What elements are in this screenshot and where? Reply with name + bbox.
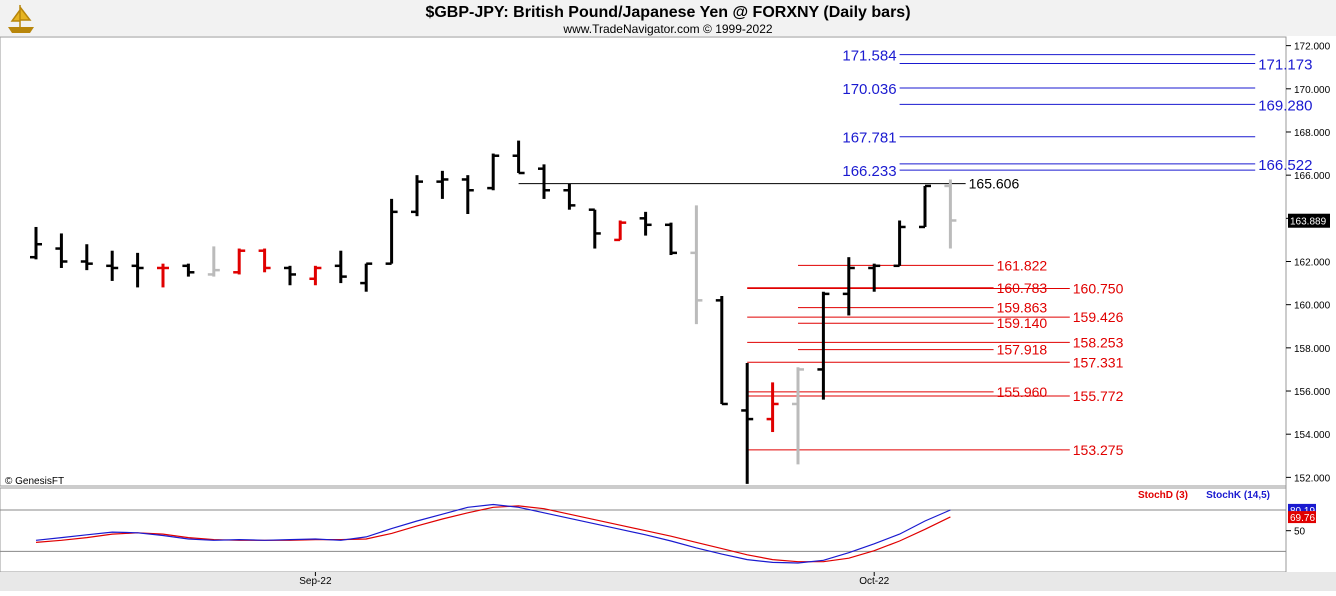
ohlc-bar xyxy=(30,226,42,260)
ohlc-bar xyxy=(588,208,601,249)
level-label: 159.863 xyxy=(997,300,1048,316)
ohlc-bar xyxy=(639,211,652,236)
ohlc-bar xyxy=(436,170,449,199)
stoch-tick-label: 50 xyxy=(1294,527,1306,538)
level-label: 157.331 xyxy=(1073,354,1124,370)
ohlc-bar xyxy=(284,265,296,286)
stoch-d-line xyxy=(35,505,951,563)
x-axis: Sep-22 Oct-22 xyxy=(299,572,890,587)
y-tick-label: 162.000 xyxy=(1294,258,1331,269)
x-tick-label: Sep-22 xyxy=(299,576,332,587)
level-label: 170.036 xyxy=(842,81,896,98)
level-label: 159.140 xyxy=(997,315,1048,331)
ohlc-bar xyxy=(309,265,322,286)
ohlc-bar xyxy=(487,153,500,191)
ohlc-bar xyxy=(665,222,677,256)
ohlc-bar xyxy=(766,382,779,433)
bars-layer xyxy=(30,140,957,484)
ohlc-bar xyxy=(106,250,119,281)
ohlc-bar xyxy=(207,246,220,277)
y-tick-label: 156.000 xyxy=(1294,387,1331,398)
ohlc-bar xyxy=(741,362,754,484)
ohlc-bar xyxy=(690,205,703,325)
y-tick-label: 154.000 xyxy=(1294,430,1331,441)
level-label: 155.960 xyxy=(997,384,1048,400)
level-label: 167.781 xyxy=(842,130,896,147)
level-label: 171.173 xyxy=(1258,56,1312,73)
ohlc-bar xyxy=(715,296,728,406)
y-tick-label: 172.000 xyxy=(1294,42,1331,53)
ohlc-bar xyxy=(614,220,627,242)
y-tick-label: 160.000 xyxy=(1294,301,1331,312)
chart-title: $GBP-JPY: British Pound/Japanese Yen @ F… xyxy=(425,4,910,21)
ohlc-bar xyxy=(919,184,931,229)
ohlc-bar xyxy=(131,252,144,288)
y-tick-label: 152.000 xyxy=(1294,473,1331,484)
ohlc-bar xyxy=(411,175,423,217)
ohlc-bar xyxy=(538,164,550,199)
stochastic-layer: 5080.1969.76 xyxy=(0,503,1316,564)
level-label: 169.280 xyxy=(1258,97,1312,114)
stoch-d-legend: StochD (3) xyxy=(1138,490,1188,501)
chart-subtitle: www.TradeNavigator.com © 1999-2022 xyxy=(562,22,772,36)
ohlc-bar xyxy=(334,250,347,284)
stoch-k-line xyxy=(35,503,951,564)
level-label: 171.584 xyxy=(842,48,896,65)
header-band xyxy=(0,0,1336,36)
ohlc-bar xyxy=(868,263,881,292)
level-label: 166.233 xyxy=(842,163,896,180)
level-label: 157.918 xyxy=(997,342,1048,358)
level-label: 160.783 xyxy=(997,280,1048,296)
ohlc-bar xyxy=(461,175,474,215)
ohlc-bar xyxy=(385,198,398,265)
ohlc-bar xyxy=(893,220,906,268)
ohlc-bar xyxy=(792,367,804,465)
level-label: 165.606 xyxy=(969,176,1020,192)
watermark: © GenesisFT xyxy=(5,476,64,487)
level-label: 166.522 xyxy=(1258,157,1312,174)
last-price-tag xyxy=(1288,213,1330,228)
ohlc-bar xyxy=(157,263,169,288)
ohlc-bar xyxy=(563,183,576,210)
y-tick-label: 170.000 xyxy=(1294,85,1331,96)
y-axis: 172.000170.000168.000166.000164.000162.0… xyxy=(1286,42,1331,484)
level-label: 153.275 xyxy=(1073,442,1124,458)
level-label: 161.822 xyxy=(997,257,1048,273)
ohlc-bar xyxy=(817,291,830,400)
date-axis-band xyxy=(0,572,1336,591)
ohlc-bar xyxy=(842,257,855,316)
ohlc-bar xyxy=(258,248,271,273)
stoch-d-value: 69.76 xyxy=(1290,513,1315,524)
stoch-k-legend: StochK (14,5) xyxy=(1206,490,1270,501)
y-tick-label: 168.000 xyxy=(1294,128,1331,139)
y-tick-label: 166.000 xyxy=(1294,171,1331,182)
level-label: 158.253 xyxy=(1073,334,1124,350)
last-price-label: 163.889 xyxy=(1290,217,1327,228)
ohlc-bar xyxy=(182,263,195,277)
stoch-d-tag xyxy=(1288,511,1316,524)
ohlc-bar xyxy=(55,233,68,268)
ohlc-bar xyxy=(233,248,246,275)
level-label: 159.426 xyxy=(1073,309,1124,325)
level-label: 160.750 xyxy=(1073,280,1124,296)
sailing-ship-icon xyxy=(8,4,34,33)
ohlc-bar xyxy=(80,244,93,271)
ohlc-bar xyxy=(360,262,373,292)
level-label: 155.772 xyxy=(1073,388,1124,404)
ohlc-bar xyxy=(512,140,525,175)
x-tick-label: Oct-22 xyxy=(859,576,889,587)
y-tick-label: 158.000 xyxy=(1294,344,1331,355)
ohlc-bar xyxy=(944,179,957,249)
